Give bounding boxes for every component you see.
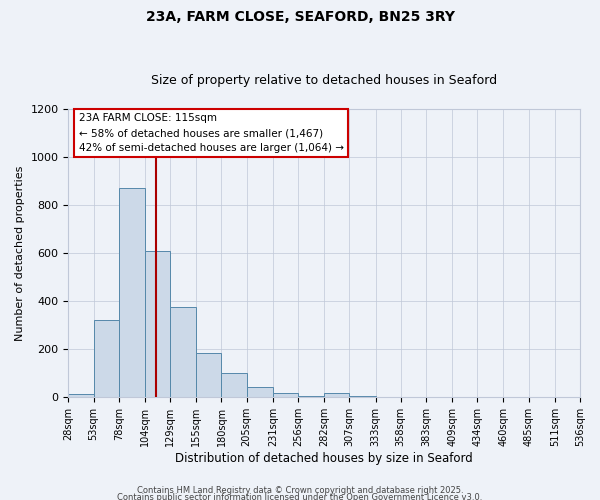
Bar xyxy=(196,353,221,398)
Bar xyxy=(119,188,145,398)
Bar xyxy=(145,251,170,398)
Bar xyxy=(221,374,247,398)
Text: 23A, FARM CLOSE, SEAFORD, BN25 3RY: 23A, FARM CLOSE, SEAFORD, BN25 3RY xyxy=(146,10,455,24)
Text: 23A FARM CLOSE: 115sqm
← 58% of detached houses are smaller (1,467)
42% of semi-: 23A FARM CLOSE: 115sqm ← 58% of detached… xyxy=(79,114,344,153)
Bar xyxy=(170,307,196,398)
Y-axis label: Number of detached properties: Number of detached properties xyxy=(15,166,25,341)
Bar xyxy=(247,386,273,398)
Bar xyxy=(324,392,349,398)
Bar xyxy=(298,396,324,398)
X-axis label: Distribution of detached houses by size in Seaford: Distribution of detached houses by size … xyxy=(175,452,473,465)
Title: Size of property relative to detached houses in Seaford: Size of property relative to detached ho… xyxy=(151,74,497,87)
Text: Contains HM Land Registry data © Crown copyright and database right 2025.: Contains HM Land Registry data © Crown c… xyxy=(137,486,463,495)
Bar xyxy=(273,392,298,398)
Text: Contains public sector information licensed under the Open Government Licence v3: Contains public sector information licen… xyxy=(118,494,482,500)
Bar xyxy=(349,396,376,398)
Bar xyxy=(68,394,94,398)
Bar xyxy=(94,320,119,398)
